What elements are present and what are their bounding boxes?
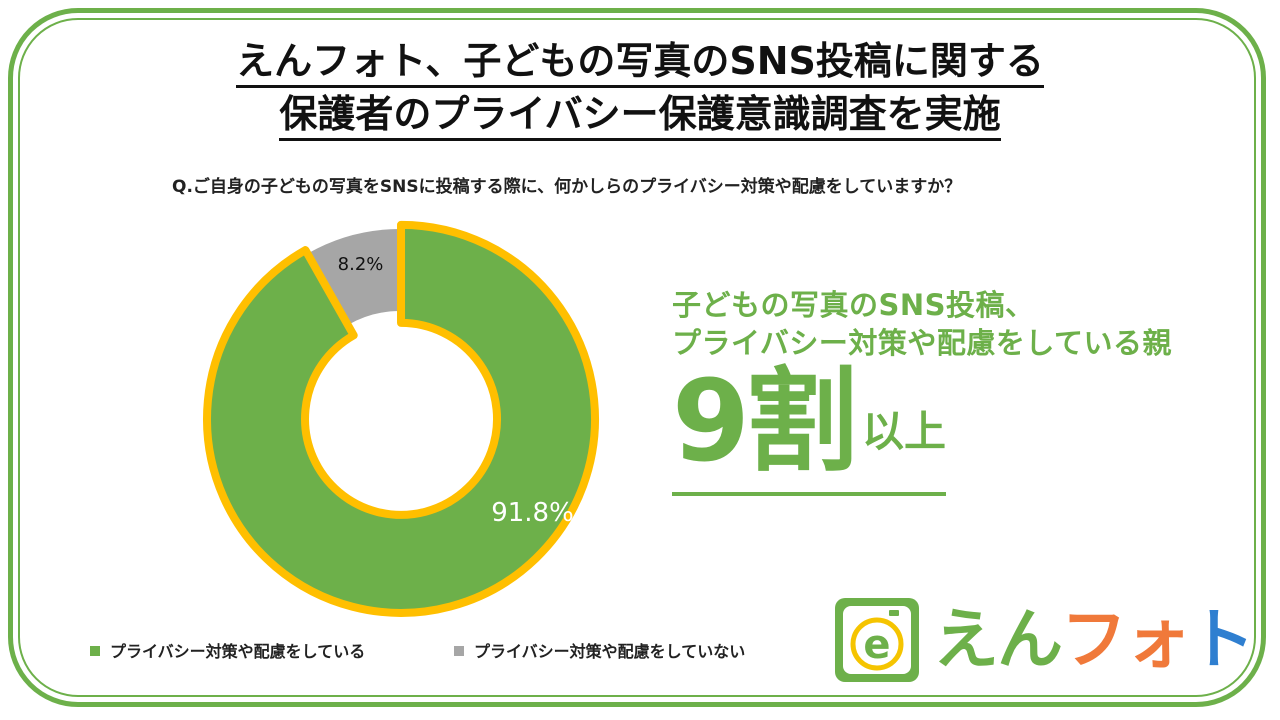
big-stat: 9割 以上	[672, 362, 946, 496]
headline-line-2: プライバシー対策や配慮をしている親	[672, 326, 1173, 360]
donut-chart: 91.8% 8.2%	[203, 220, 599, 617]
legend-item-no: プライバシー対策や配慮をしていない	[454, 638, 745, 662]
outer-frame	[8, 8, 1266, 707]
legend-swatch-yes	[90, 646, 100, 656]
logo-icon-graphic: e	[843, 606, 911, 674]
headline-line-1: 子どもの写真のSNS投稿、	[672, 288, 1035, 322]
logo-wordmark: えんフォト	[933, 600, 1255, 680]
logo-char-e: え	[933, 601, 999, 678]
legend-item-yes: プライバシー対策や配慮をしている	[90, 638, 365, 662]
survey-question: Q.ご自身の子どもの写真をSNSに投稿する際に、何かしらのプライバシー対策や配慮…	[172, 177, 962, 197]
donut-slice-1	[203, 220, 599, 617]
legend-swatch-no	[454, 646, 464, 656]
logo-char-fu: フ	[1061, 601, 1127, 678]
logo-char-to: ト	[1189, 601, 1255, 678]
title-line-1: えんフォト、子どもの写真のSNS投稿に関する	[0, 39, 1280, 88]
enphoto-logo: e えんフォト	[835, 598, 1255, 686]
big-stat-number: 9割	[672, 357, 858, 487]
big-stat-suffix: 以上	[861, 407, 946, 456]
logo-char-n: ん	[997, 601, 1063, 678]
inner-frame	[18, 18, 1256, 697]
logo-icon: e	[835, 598, 919, 682]
donut-label-1: 91.8%	[491, 498, 574, 528]
donut-slice-2	[308, 229, 400, 325]
logo-icon-letter: e	[863, 622, 890, 668]
logo-char-o: ォ	[1125, 601, 1191, 678]
legend-label-no: プライバシー対策や配慮をしていない	[474, 642, 746, 661]
legend-label-yes: プライバシー対策や配慮をしている	[110, 642, 366, 661]
title-line-2: 保護者のプライバシー保護意識調査を実施	[0, 92, 1280, 141]
donut-label-2: 8.2%	[338, 254, 384, 275]
